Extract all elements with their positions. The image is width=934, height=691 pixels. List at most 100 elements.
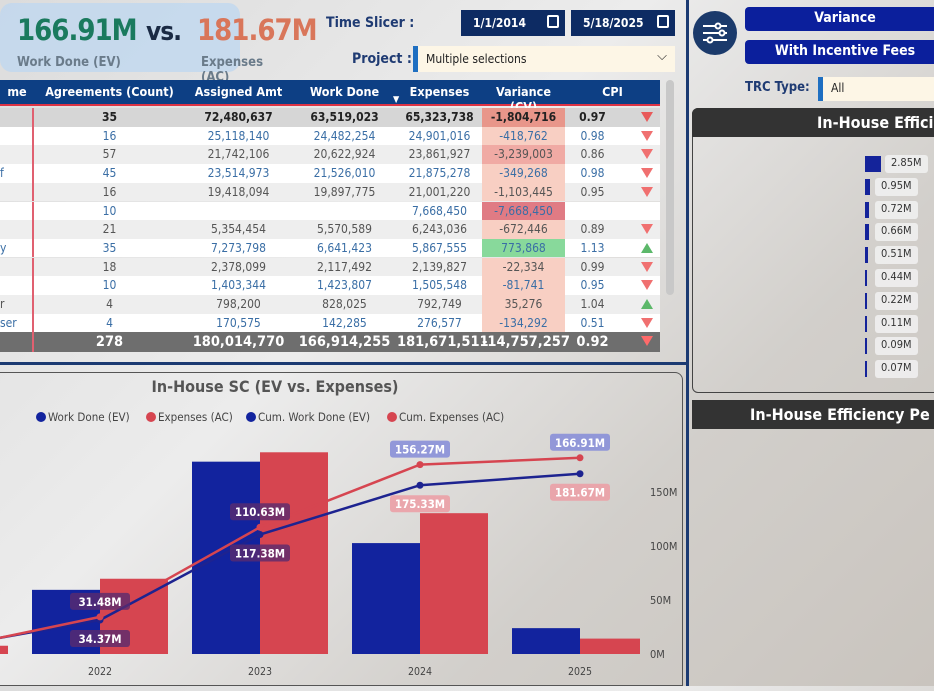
- efficiency-bar[interactable]: [865, 270, 868, 286]
- cell: 21,742,106: [207, 147, 270, 162]
- cell: 276,577: [417, 315, 462, 330]
- row-name: [0, 108, 34, 127]
- legend-label: Cum. Work Done (EV): [258, 410, 370, 424]
- table-row[interactable]: 18 2,378,099 2,117,492 2,139,827 -22,334 0.99: [0, 257, 660, 277]
- efficiency-value: 0.22M: [875, 291, 918, 310]
- cell: 5,354,454: [211, 222, 266, 237]
- cell: -1,103,445: [482, 182, 565, 202]
- cell: 20,622,924: [313, 147, 376, 162]
- variance-button[interactable]: Variance: [745, 7, 934, 31]
- legend-marker: [146, 412, 156, 422]
- y-tick-label: 50M: [650, 594, 671, 607]
- row-name: ser: [0, 313, 34, 333]
- calendar-icon[interactable]: [547, 15, 559, 28]
- data-label-bg: [390, 495, 450, 513]
- table-row[interactable]: y 35 7,273,798 6,641,423 5,867,555 773,868 1.1…: [0, 238, 660, 258]
- data-label-bg: [70, 630, 130, 648]
- start-date-input[interactable]: 1/1/2014: [461, 10, 565, 36]
- column-header[interactable]: Expenses: [409, 84, 470, 99]
- trc-type-dropdown[interactable]: All: [818, 77, 934, 101]
- cell: 2,117,492: [317, 259, 372, 274]
- efficiency-bar[interactable]: [865, 247, 868, 264]
- table-row[interactable]: f 45 23,514,973 21,526,010 21,875,278 -349,26…: [0, 164, 660, 183]
- data-label: 110.63M: [235, 505, 285, 519]
- column-header[interactable]: CPI: [602, 84, 623, 99]
- efficiency-bar[interactable]: [865, 156, 881, 172]
- efficiency-value: 0.72M: [875, 200, 918, 219]
- cell: 24,901,016: [408, 128, 471, 143]
- legend-marker: [36, 412, 46, 422]
- cell: 792,749: [417, 297, 462, 311]
- table-total-row[interactable]: 278 180,014,770 166,914,255 181,671,511 -14,…: [0, 332, 660, 353]
- cell: 0.98: [580, 128, 605, 143]
- cell: 2,139,827: [412, 259, 467, 274]
- table-row[interactable]: 57 21,742,106 20,622,924 23,861,927 -3,239,0…: [0, 145, 660, 164]
- arrow-down-icon: [641, 112, 653, 122]
- efficiency-bar[interactable]: [865, 292, 867, 309]
- calendar-icon[interactable]: [657, 15, 669, 28]
- cell: 1.13: [580, 240, 605, 255]
- cell: 166,914,255: [298, 334, 391, 351]
- table-row[interactable]: 21 5,354,454 5,570,589 6,243,036 -672,446 0.8…: [0, 220, 660, 239]
- table-row[interactable]: 35 72,480,637 63,519,023 65,323,738 -1,804,7…: [0, 108, 660, 127]
- time-slicer-label: Time Slicer :: [326, 15, 415, 31]
- table-row[interactable]: 16 25,118,140 24,482,254 24,901,016 -418,762…: [0, 126, 660, 146]
- table-row[interactable]: 10 7,668,450 -7,668,450: [0, 201, 660, 220]
- row-name: [0, 332, 34, 353]
- efficiency-bar[interactable]: [865, 178, 871, 195]
- cell: 21,875,278: [408, 166, 471, 181]
- cell: 7,668,450: [412, 203, 467, 218]
- cell: -7,668,450: [482, 201, 565, 220]
- filter-sliders-icon[interactable]: [693, 11, 737, 55]
- data-label-bg: [230, 503, 290, 521]
- arrow-down-icon: [641, 224, 653, 235]
- ev-value: 166.91M: [17, 13, 138, 47]
- table-scrollbar[interactable]: [666, 80, 674, 295]
- data-label: 31.48M: [78, 595, 121, 609]
- column-header[interactable]: Agreements (Count): [45, 84, 174, 99]
- cell: 6,641,423: [317, 240, 372, 255]
- data-label-bg: [390, 440, 450, 458]
- cell: -14,757,257: [482, 334, 570, 351]
- row-name: [0, 145, 34, 164]
- cell: 0.86: [580, 147, 605, 162]
- project-dropdown[interactable]: Multiple selections ⌵: [413, 46, 675, 72]
- efficiency-bar[interactable]: [865, 201, 870, 218]
- cell: 278: [95, 334, 124, 351]
- table-row[interactable]: 16 19,418,094 19,897,775 21,001,220 -1,103,4…: [0, 182, 660, 202]
- efficiency-bar[interactable]: [865, 315, 867, 332]
- column-header[interactable]: me: [7, 84, 27, 99]
- efficiency-bar[interactable]: [865, 361, 867, 378]
- cell: 10: [102, 203, 117, 218]
- trc-type-label: TRC Type:: [745, 80, 810, 95]
- row-name: [0, 201, 34, 220]
- cell: 16: [102, 184, 117, 199]
- cell: 0.97: [579, 110, 606, 124]
- cell: 170,575: [216, 315, 261, 330]
- cell: 181,671,511: [397, 334, 489, 351]
- column-header[interactable]: Work Done: [309, 84, 380, 99]
- data-label-bg: [550, 483, 610, 501]
- table-row[interactable]: 10 1,403,344 1,423,807 1,505,548 -81,741 0.95: [0, 276, 660, 295]
- y-tick-label: 0M: [650, 648, 665, 661]
- efficiency-bar[interactable]: [865, 224, 869, 241]
- cell: -1,804,716: [482, 108, 565, 127]
- cell: -672,446: [482, 220, 565, 239]
- cell: 4: [106, 315, 113, 330]
- end-date-input[interactable]: 5/18/2025: [571, 10, 675, 36]
- cell: -22,334: [482, 257, 565, 277]
- table-row[interactable]: ser 4 170,575 142,285 276,577 -134,292 0.51: [0, 313, 660, 333]
- row-name: [0, 276, 34, 295]
- data-label: 181.67M: [555, 486, 605, 500]
- table-row[interactable]: r 4 798,200 828,025 792,749 35,276 1.04: [0, 295, 660, 314]
- efficiency-value: 2.85M: [885, 155, 928, 173]
- incentive-fees-button[interactable]: With Incentive Fees: [745, 40, 934, 64]
- row-name: r: [0, 295, 34, 314]
- cell: 0.98: [580, 166, 605, 181]
- column-header[interactable]: Assigned Amt: [194, 84, 283, 99]
- arrow-down-icon: [641, 336, 653, 347]
- arrow-down-icon: [641, 186, 653, 197]
- arrow-down-icon: [641, 149, 653, 160]
- efficiency-bar[interactable]: [865, 338, 867, 355]
- cell: 23,514,973: [207, 166, 270, 181]
